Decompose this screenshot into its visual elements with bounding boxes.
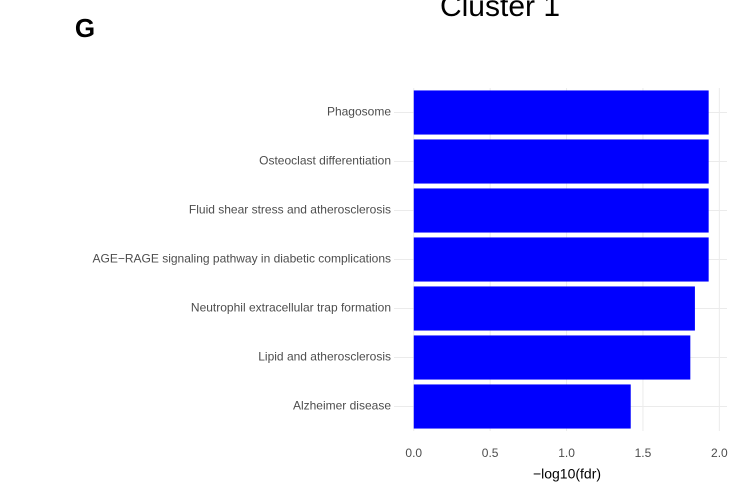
- y-tick-label: Osteoclast differentiation: [259, 154, 391, 168]
- panel-label: G: [75, 13, 95, 43]
- y-tick-label: Fluid shear stress and atherosclerosis: [189, 203, 391, 217]
- y-tick-label: Neutrophil extracellular trap formation: [191, 301, 391, 315]
- bar: [413, 286, 695, 331]
- x-tick-label: 1.5: [635, 446, 652, 460]
- x-axis-label: −log10(fdr): [533, 466, 601, 482]
- x-tick-label: 0.5: [482, 446, 499, 460]
- y-tick-label: Lipid and atherosclerosis: [258, 350, 391, 364]
- x-tick-label: 0.0: [405, 446, 422, 460]
- x-tick-label: 2.0: [711, 446, 728, 460]
- y-tick-label: Phagosome: [327, 105, 391, 119]
- y-tick-label: AGE−RAGE signaling pathway in diabetic c…: [93, 252, 392, 266]
- y-tick-label: Alzheimer disease: [293, 399, 391, 413]
- bar: [413, 188, 709, 233]
- bar: [413, 237, 709, 282]
- bar: [413, 335, 691, 380]
- bar: [413, 139, 709, 184]
- chart-title: Cluster 1: [440, 0, 560, 23]
- bar: [413, 384, 631, 429]
- x-tick-label: 1.0: [558, 446, 575, 460]
- bar: [413, 90, 709, 135]
